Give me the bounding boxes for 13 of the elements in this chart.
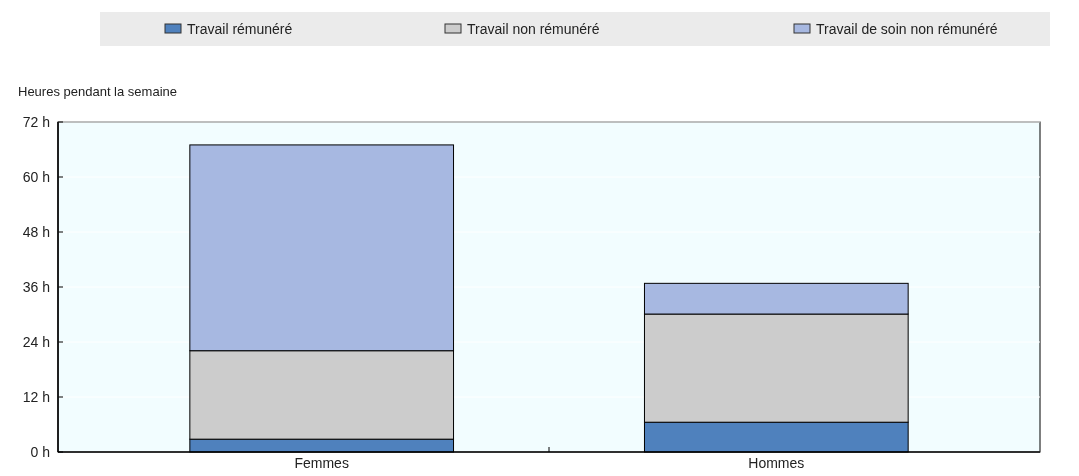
y-tick-label: 36 h [22, 278, 50, 295]
y-tick-label: 12 h [22, 388, 50, 405]
y-tick-label: 48 h [22, 223, 50, 240]
y-tick-label: 72 h [22, 113, 50, 130]
x-tick-label: Femmes [294, 455, 349, 471]
y-tick-label: 24 h [22, 333, 50, 350]
y-tick-label: 60 h [22, 168, 50, 185]
legend-label: Travail de soin non rémunéré [816, 21, 998, 37]
legend-label: Travail non rémunéré [467, 21, 600, 37]
x-tick-label: Hommes [748, 455, 805, 471]
y-axis-title: Heures pendant la semaine [18, 84, 177, 99]
legend-label: Travail rémunéré [187, 21, 293, 37]
y-tick-label: 0 h [30, 443, 50, 460]
